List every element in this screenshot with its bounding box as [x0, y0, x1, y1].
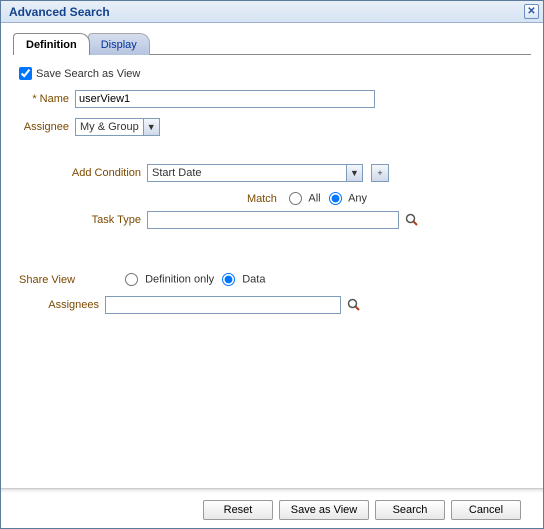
share-view-label: Share View	[19, 274, 91, 286]
add-condition-select[interactable]: Start Date ▼	[147, 164, 363, 182]
dialog-body: Definition Display Save Search as View N…	[1, 23, 543, 528]
share-data-radio[interactable]	[222, 273, 235, 286]
share-data-option[interactable]: Data	[222, 273, 265, 286]
task-type-input[interactable]	[147, 211, 399, 229]
assignee-row: Assignee My & Group ▼	[19, 118, 525, 136]
match-any-option[interactable]: Any	[329, 192, 367, 205]
add-condition-row: Add Condition Start Date ▼ +	[67, 164, 525, 182]
match-all-label: All	[308, 192, 320, 204]
search-button[interactable]: Search	[375, 500, 445, 520]
dialog-title: Advanced Search	[9, 5, 110, 19]
titlebar: Advanced Search ✕	[1, 1, 543, 23]
add-condition-button[interactable]: +	[371, 164, 389, 182]
match-row: Match All Any	[89, 192, 525, 205]
save-as-view-checkbox[interactable]	[19, 67, 32, 80]
assignee-value: My & Group	[76, 119, 143, 135]
match-any-label: Any	[348, 192, 367, 204]
task-type-row: Task Type	[67, 211, 525, 229]
save-as-view-label: Save Search as View	[36, 68, 140, 80]
footer: Reset Save as View Search Cancel	[13, 494, 531, 528]
assignees-input[interactable]	[105, 296, 341, 314]
assignee-label: Assignee	[19, 121, 75, 133]
search-icon[interactable]	[405, 213, 419, 227]
tab-strip: Definition Display	[13, 31, 531, 55]
save-as-view-row: Save Search as View	[19, 67, 525, 80]
add-condition-label: Add Condition	[67, 167, 147, 179]
tab-display[interactable]: Display	[88, 33, 150, 55]
close-icon[interactable]: ✕	[524, 4, 539, 19]
match-label: Match	[247, 193, 289, 205]
share-def-radio[interactable]	[125, 273, 138, 286]
assignee-select[interactable]: My & Group ▼	[75, 118, 160, 136]
name-input[interactable]	[75, 90, 375, 108]
save-as-view-button[interactable]: Save as View	[279, 500, 369, 520]
add-condition-value: Start Date	[148, 165, 206, 181]
cancel-button[interactable]: Cancel	[451, 500, 521, 520]
match-all-radio[interactable]	[289, 192, 302, 205]
search-icon[interactable]	[347, 298, 361, 312]
match-all-option[interactable]: All	[289, 192, 321, 205]
assignees-row: Assignees	[19, 296, 525, 314]
chevron-down-icon[interactable]: ▼	[143, 119, 159, 135]
match-any-radio[interactable]	[329, 192, 342, 205]
share-view-row: Share View Definition only Data	[19, 273, 525, 286]
task-type-label: Task Type	[67, 214, 147, 226]
reset-button[interactable]: Reset	[203, 500, 273, 520]
chevron-down-icon[interactable]: ▼	[346, 165, 362, 181]
assignees-label: Assignees	[19, 299, 105, 311]
name-label: Name	[19, 93, 75, 105]
form-area: Save Search as View Name Assignee My & G…	[13, 55, 531, 328]
name-row: Name	[19, 90, 525, 108]
tab-definition[interactable]: Definition	[13, 33, 90, 55]
share-def-label: Definition only	[145, 273, 214, 285]
share-def-option[interactable]: Definition only	[125, 273, 214, 286]
advanced-search-dialog: Advanced Search ✕ Definition Display Sav…	[0, 0, 544, 529]
share-data-label: Data	[242, 273, 265, 285]
